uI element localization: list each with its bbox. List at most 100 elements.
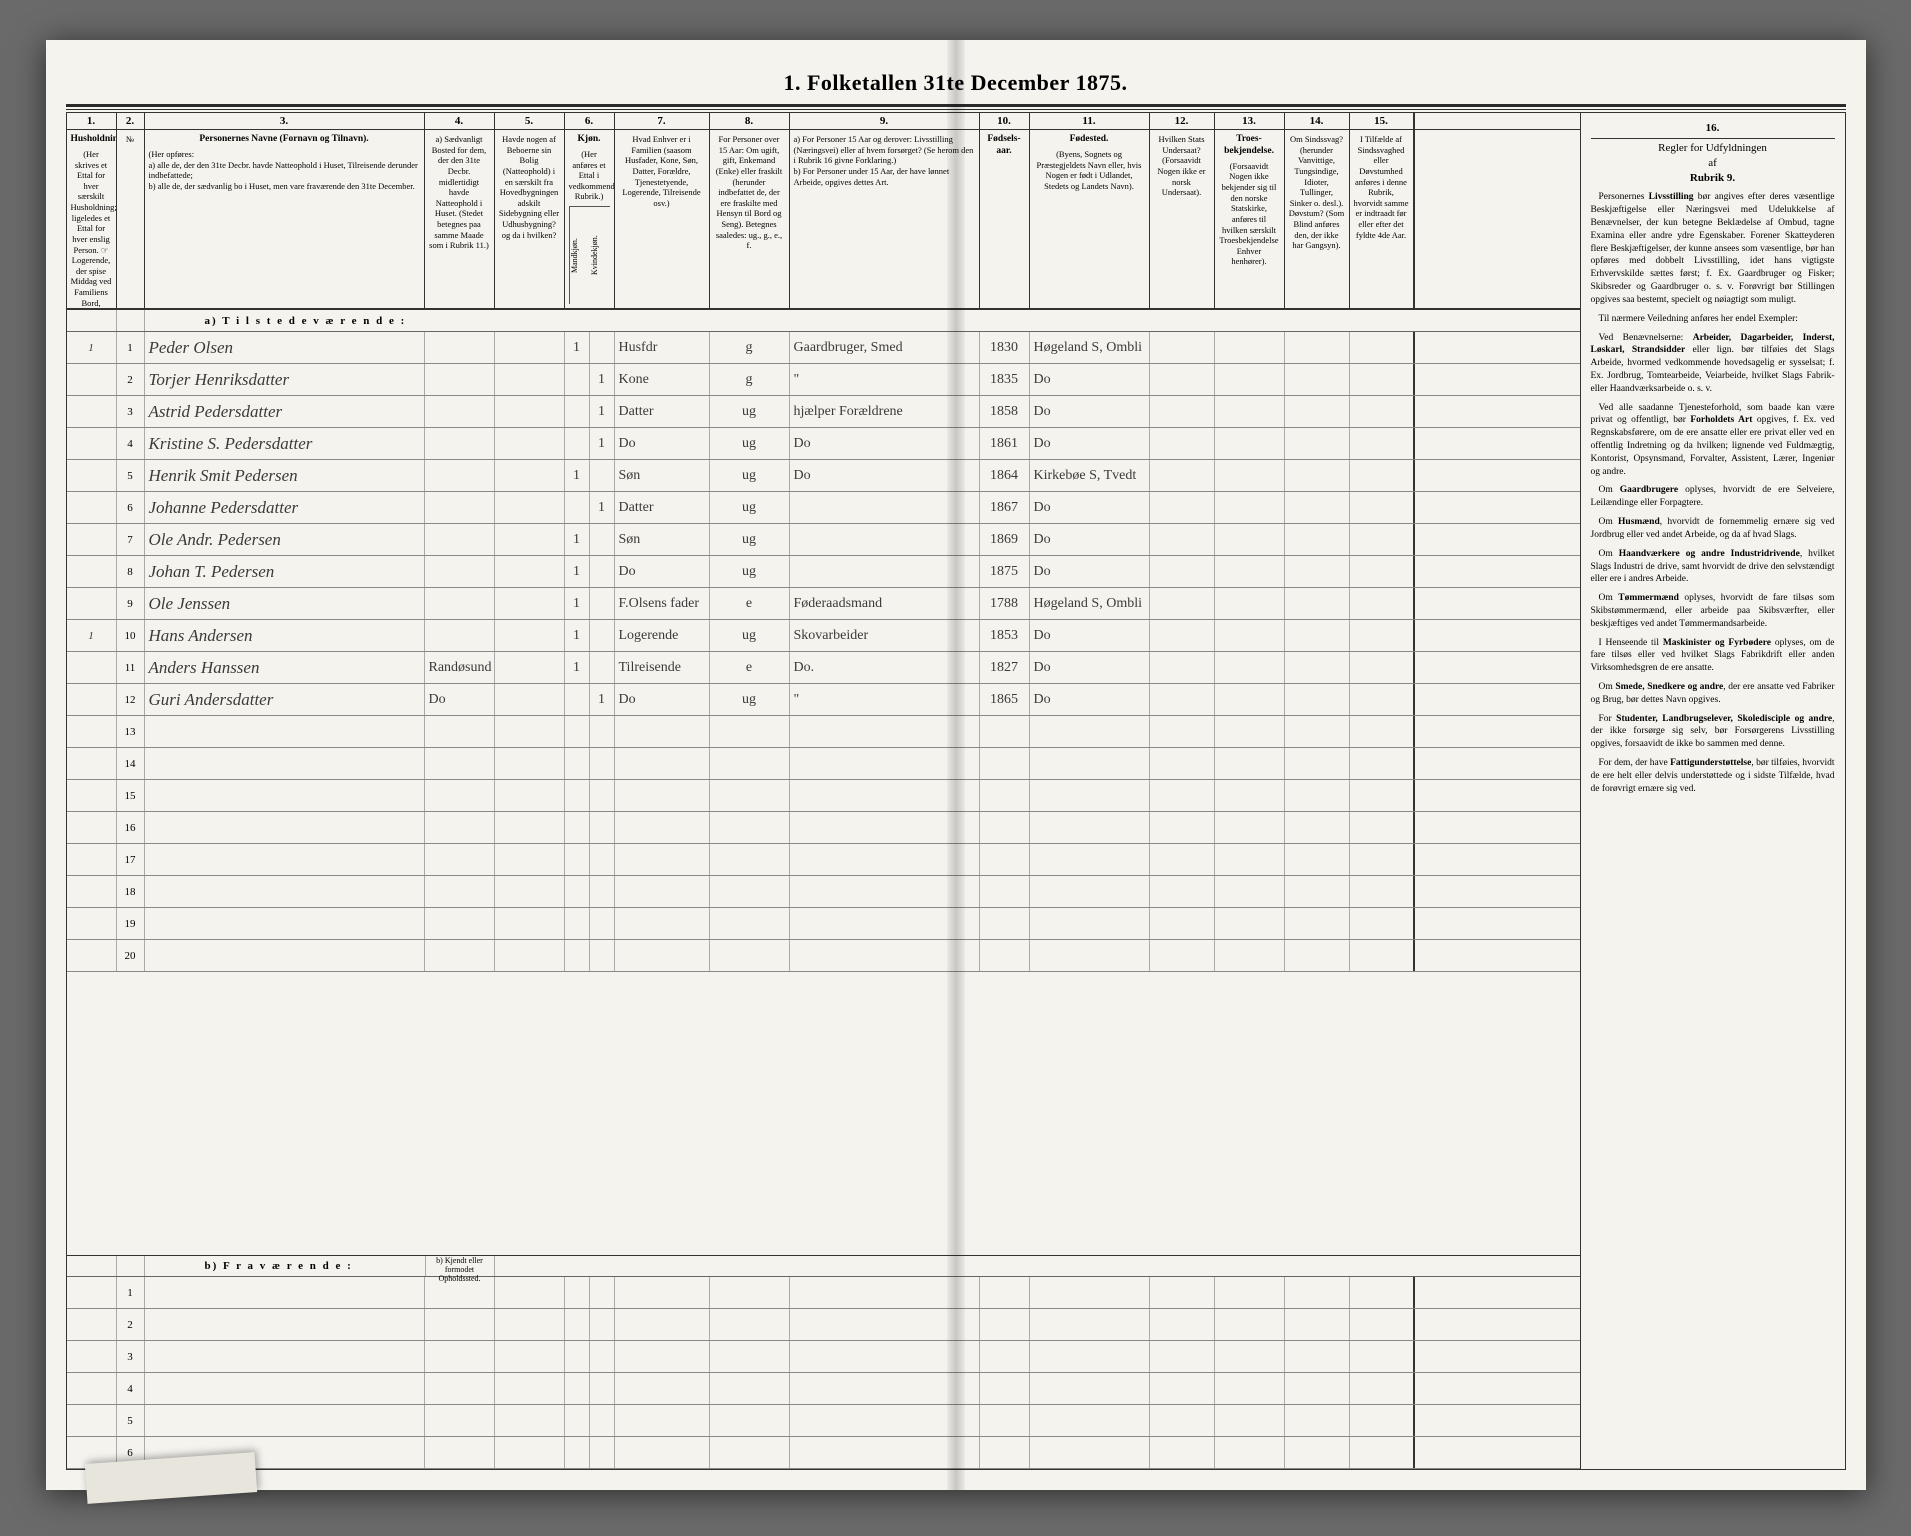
cell — [1150, 684, 1215, 715]
cell-name: Peder Olsen — [145, 332, 425, 363]
cell-birthplace: Do — [1030, 396, 1150, 427]
cell-female — [590, 332, 615, 363]
cell — [1285, 1437, 1350, 1468]
cell-female — [590, 524, 615, 555]
table-row: 6 — [67, 1437, 1580, 1469]
table-row: 2 — [67, 1309, 1580, 1341]
cell — [1285, 460, 1350, 491]
cell — [565, 1341, 590, 1372]
cell — [1350, 1341, 1415, 1372]
cell-occupation: Føderaadsmand — [790, 588, 980, 619]
cell — [495, 1341, 565, 1372]
cell-year: 1864 — [980, 460, 1030, 491]
cell-female — [590, 716, 615, 747]
cell-c5 — [495, 940, 565, 971]
cell-rownum: 9 — [117, 588, 145, 619]
cell-civil: ug — [710, 492, 790, 523]
cell — [980, 1309, 1030, 1340]
cell-c4 — [425, 396, 495, 427]
cell-c5 — [495, 428, 565, 459]
cell-household: 1 — [67, 332, 117, 363]
cell-rownum: 15 — [117, 780, 145, 811]
cell — [1150, 364, 1215, 395]
cell — [1215, 492, 1285, 523]
sidebar-paragraph: Om Haandværkere og andre Industridrivend… — [1591, 548, 1835, 586]
cell — [1285, 428, 1350, 459]
cell — [1150, 1437, 1215, 1468]
cell-female — [590, 652, 615, 683]
sidebar-heading: Regler for Udfyldningen af Rubrik 9. — [1591, 141, 1835, 186]
colnum: 13. — [1215, 113, 1285, 129]
cell — [1350, 524, 1415, 555]
cell — [710, 1309, 790, 1340]
cell — [1285, 876, 1350, 907]
cell-c5 — [495, 524, 565, 555]
cell-c4: Randøsund — [425, 652, 495, 683]
cell-rownum: 7 — [117, 524, 145, 555]
cell — [145, 1373, 425, 1404]
cell-rownum: 16 — [117, 812, 145, 843]
cell — [980, 1405, 1030, 1436]
cell-c5 — [495, 748, 565, 779]
cell-male — [565, 812, 590, 843]
cell-occupation — [790, 748, 980, 779]
cell — [145, 1277, 425, 1308]
cell — [1215, 1277, 1285, 1308]
cell-c4 — [425, 908, 495, 939]
cell-female — [590, 556, 615, 587]
cell-rownum: 5 — [117, 1405, 145, 1436]
cell-rownum: 20 — [117, 940, 145, 971]
cell — [1150, 1405, 1215, 1436]
cell — [1150, 1277, 1215, 1308]
cell — [1350, 844, 1415, 875]
cell-name — [145, 780, 425, 811]
cell-civil: ug — [710, 684, 790, 715]
sidebar-paragraph: For dem, der have Fattigunderstøttelse, … — [1591, 757, 1835, 795]
col-header: Om Sindssvag? (herunder Vanvittige, Tung… — [1285, 130, 1350, 308]
cell-birthplace — [1030, 716, 1150, 747]
cell-occupation: Do — [790, 460, 980, 491]
cell-civil — [710, 844, 790, 875]
cell-household — [67, 812, 117, 843]
cell — [1350, 620, 1415, 651]
cell-rownum: 14 — [117, 748, 145, 779]
cell — [425, 1277, 495, 1308]
cell-c5 — [495, 332, 565, 363]
col-header: Husholdninger.(Her skrives et Ettal for … — [67, 130, 117, 308]
table-row: 8Johan T. Pedersen1Doug1875Do — [67, 556, 1580, 588]
cell-occupation — [790, 844, 980, 875]
cell — [1350, 940, 1415, 971]
cell-name: Ole Andr. Pedersen — [145, 524, 425, 555]
cell-c4 — [425, 748, 495, 779]
cell — [1350, 1405, 1415, 1436]
cell-civil — [710, 876, 790, 907]
cell-birthplace — [1030, 844, 1150, 875]
cell-household — [67, 652, 117, 683]
col-header: a) For Personer 15 Aar og derover: Livss… — [790, 130, 980, 308]
cell — [1215, 780, 1285, 811]
colnum: 6. — [565, 113, 615, 129]
cell-c4 — [425, 780, 495, 811]
cell-birthplace: Kirkebøe S, Tvedt — [1030, 460, 1150, 491]
cell — [790, 1277, 980, 1308]
cell-year: 1835 — [980, 364, 1030, 395]
cell — [495, 1277, 565, 1308]
cell — [980, 1437, 1030, 1468]
cell — [790, 1373, 980, 1404]
cell-year: 1853 — [980, 620, 1030, 651]
cell — [1285, 524, 1350, 555]
cell — [710, 1405, 790, 1436]
cell — [1150, 588, 1215, 619]
col-header-sex: Kjøn. (Her anføres et Ettal i vedkommend… — [565, 130, 615, 308]
cell-year — [980, 812, 1030, 843]
cell — [1285, 684, 1350, 715]
cell — [1285, 716, 1350, 747]
cell-household — [67, 780, 117, 811]
cell-rownum: 10 — [117, 620, 145, 651]
column-headers-row: Husholdninger.(Her skrives et Ettal for … — [67, 130, 1580, 310]
cell-relation: Husfdr — [615, 332, 710, 363]
cell-rownum: 5 — [117, 460, 145, 491]
cell-male: 1 — [565, 652, 590, 683]
cell-rownum: 4 — [117, 1373, 145, 1404]
cell-c5 — [495, 364, 565, 395]
